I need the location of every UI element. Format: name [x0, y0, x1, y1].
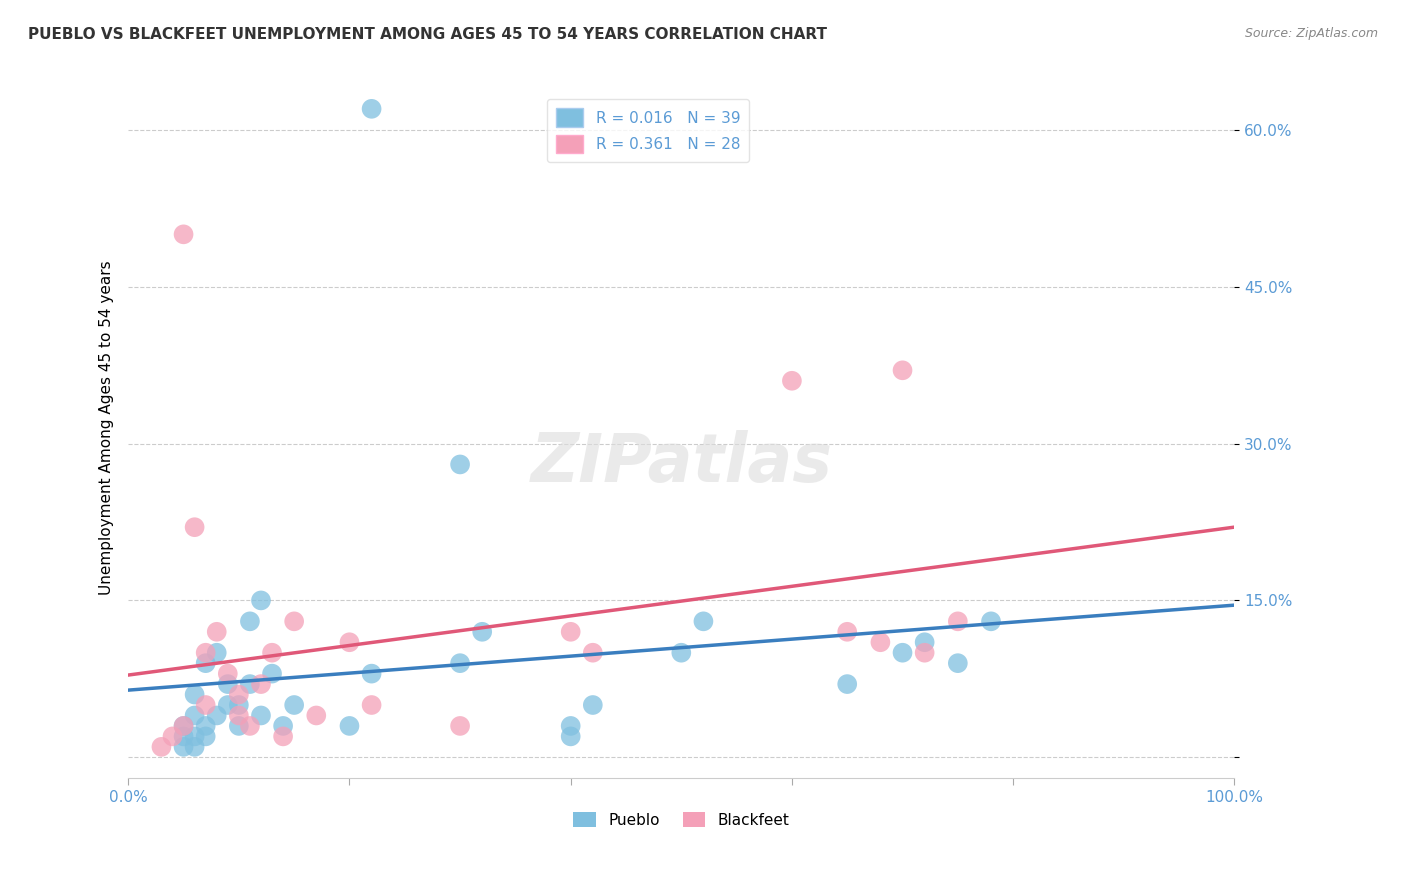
Point — [239, 615, 262, 629]
Point — [173, 739, 195, 754]
Point — [360, 102, 382, 116]
Point — [891, 646, 914, 660]
Point — [183, 708, 205, 723]
Point — [150, 739, 173, 754]
Point — [305, 708, 328, 723]
Point — [980, 615, 1002, 629]
Point — [283, 698, 305, 712]
Point — [173, 719, 195, 733]
Point — [271, 730, 294, 744]
Y-axis label: Unemployment Among Ages 45 to 54 years: Unemployment Among Ages 45 to 54 years — [100, 260, 114, 595]
Point — [946, 615, 969, 629]
Point — [239, 719, 262, 733]
Point — [250, 677, 273, 691]
Point — [250, 708, 273, 723]
Point — [173, 227, 195, 242]
Point — [869, 635, 891, 649]
Point — [837, 624, 859, 639]
Point — [339, 719, 361, 733]
Point — [946, 656, 969, 670]
Point — [891, 363, 914, 377]
Point — [205, 624, 228, 639]
Point — [560, 719, 582, 733]
Point — [582, 698, 605, 712]
Point — [837, 677, 859, 691]
Point — [360, 698, 382, 712]
Point — [162, 730, 184, 744]
Text: Source: ZipAtlas.com: Source: ZipAtlas.com — [1244, 27, 1378, 40]
Point — [260, 666, 283, 681]
Point — [471, 624, 494, 639]
Point — [360, 666, 382, 681]
Point — [271, 719, 294, 733]
Point — [173, 730, 195, 744]
Point — [183, 520, 205, 534]
Point — [914, 646, 936, 660]
Point — [283, 615, 305, 629]
Point — [183, 688, 205, 702]
Point — [194, 656, 217, 670]
Legend: Pueblo, Blackfeet: Pueblo, Blackfeet — [567, 805, 796, 834]
Point — [194, 698, 217, 712]
Point — [449, 719, 471, 733]
Point — [194, 646, 217, 660]
Point — [239, 677, 262, 691]
Point — [260, 646, 283, 660]
Point — [692, 615, 714, 629]
Point — [582, 646, 605, 660]
Point — [194, 730, 217, 744]
Point — [217, 698, 239, 712]
Point — [250, 593, 273, 607]
Point — [228, 719, 250, 733]
Point — [228, 688, 250, 702]
Text: ZIPatlas: ZIPatlas — [530, 430, 832, 496]
Point — [228, 698, 250, 712]
Text: PUEBLO VS BLACKFEET UNEMPLOYMENT AMONG AGES 45 TO 54 YEARS CORRELATION CHART: PUEBLO VS BLACKFEET UNEMPLOYMENT AMONG A… — [28, 27, 827, 42]
Point — [183, 730, 205, 744]
Point — [449, 656, 471, 670]
Point — [205, 646, 228, 660]
Point — [194, 719, 217, 733]
Point — [560, 624, 582, 639]
Point — [671, 646, 693, 660]
Point — [914, 635, 936, 649]
Point — [217, 666, 239, 681]
Point — [339, 635, 361, 649]
Point — [217, 677, 239, 691]
Point — [228, 708, 250, 723]
Point — [780, 374, 803, 388]
Point — [183, 739, 205, 754]
Point — [205, 708, 228, 723]
Point — [173, 719, 195, 733]
Point — [449, 458, 471, 472]
Point — [560, 730, 582, 744]
